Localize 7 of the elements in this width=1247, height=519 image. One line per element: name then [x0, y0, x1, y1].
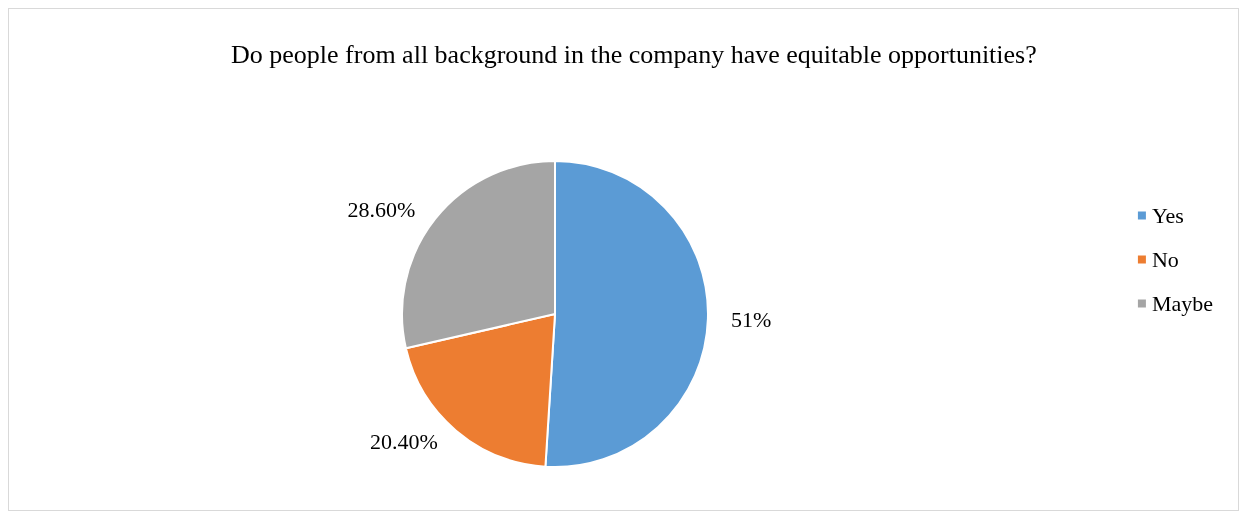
legend-label: Maybe [1151, 291, 1213, 316]
legend-label: Yes [1151, 203, 1184, 228]
data-label: 20.40% [370, 428, 438, 454]
data-label: 28.60% [347, 197, 416, 223]
chart-title: Do people from all background in the company have equitable opportunities? [231, 39, 1037, 69]
legend-label: No [1151, 247, 1179, 272]
data-label: 51% [730, 306, 772, 332]
